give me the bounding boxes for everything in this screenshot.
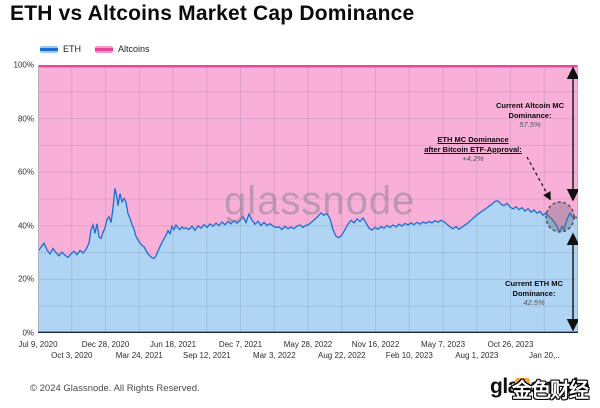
eth-area [38, 188, 578, 333]
x-tick-label: Sep 12, 2021 [182, 351, 231, 360]
eth-line-swatch [40, 45, 58, 53]
y-tick-label: 100% [13, 60, 34, 70]
altcoins-line-swatch [95, 45, 113, 53]
plot-area: glassnode Current Altcoin MC Dominance: … [37, 65, 580, 333]
x-tick-label: Oct 26, 2023 [487, 340, 534, 349]
jinse-watermark-text: 金色财经 [512, 380, 589, 402]
annotation-line: Current Altcoin MC [495, 101, 565, 110]
y-tick-label: 40% [17, 221, 34, 231]
y-tick-label: 0% [22, 328, 34, 338]
x-tick-label: Jul 9, 2020 [18, 340, 58, 349]
x-tick-label: Dec 7, 2021 [218, 340, 263, 349]
grid [38, 65, 578, 333]
chart-title: ETH vs Altcoins Market Cap Dominance [10, 2, 415, 25]
dominance-chart [37, 65, 580, 333]
glassnode-logo-text: glassnode [490, 375, 590, 398]
y-axis-labels: 0% 20% 40% 60% 80% 100% [0, 61, 34, 338]
annotation-line: Current ETH MC [505, 279, 563, 288]
legend-label: ETH [63, 44, 81, 54]
legend-item-altcoins: Altcoins [95, 44, 150, 54]
legend: ETH Altcoins [40, 44, 150, 54]
x-tick-label: Mar 3, 2022 [252, 351, 296, 360]
x-tick-label: Aug 22, 2022 [317, 351, 366, 360]
x-tick-label: May 7, 2023 [420, 340, 466, 349]
annotation-value: 57.5% [519, 120, 541, 129]
x-tick-label: Nov 16, 2022 [351, 340, 400, 349]
x-tick-label: Dec 28, 2020 [81, 340, 130, 349]
glassnode-logo: glassnode 金色财经 [490, 373, 600, 403]
x-tick-label: Mar 24, 2021 [115, 351, 163, 360]
legend-label: Altcoins [118, 44, 150, 54]
copyright: © 2024 Glassnode. All Rights Reserved. [30, 383, 200, 394]
annotation-value: +4.2% [462, 154, 484, 163]
y-tick-label: 60% [17, 167, 34, 177]
legend-item-eth: ETH [40, 44, 81, 54]
x-tick-label: Jan 20,.. [528, 351, 560, 360]
annotation-altcoin-dominance: Current Altcoin MC Dominance: 57.5% [487, 101, 573, 130]
x-tick-label: Feb 10, 2023 [385, 351, 433, 360]
y-tick-label: 80% [17, 114, 34, 124]
annotation-line: ETH MC Dominance [437, 135, 509, 144]
annotation-line: after Bitcoin ETF-Approval: [424, 144, 522, 154]
annotation-line: Dominance: [512, 288, 556, 298]
x-axis-labels: Jul 9, 2020 Dec 28, 2020 Jun 18, 2021 Dec 7… [18, 333, 578, 361]
annotation-eth-dominance: Current ETH MC Dominance: 42.5% [492, 279, 576, 308]
x-tick-label: May 28, 2022 [283, 340, 333, 349]
annotation-line: Dominance: [508, 110, 552, 120]
eth-line [37, 188, 579, 260]
x-tick-label: Aug 1, 2023 [455, 351, 499, 360]
jinse-watermark-badge [515, 378, 530, 393]
y-tick-label: 20% [17, 274, 34, 284]
annotation-etf-approval: ETH MC Dominance after Bitcoin ETF-Appro… [417, 135, 529, 164]
etf-dashed-arrow [526, 156, 551, 201]
annotation-value: 42.5% [523, 298, 545, 307]
x-tick-label: Oct 3, 2020 [51, 351, 93, 360]
x-tick-label: Jun 18, 2021 [149, 340, 197, 349]
highlight-circle [545, 201, 575, 233]
